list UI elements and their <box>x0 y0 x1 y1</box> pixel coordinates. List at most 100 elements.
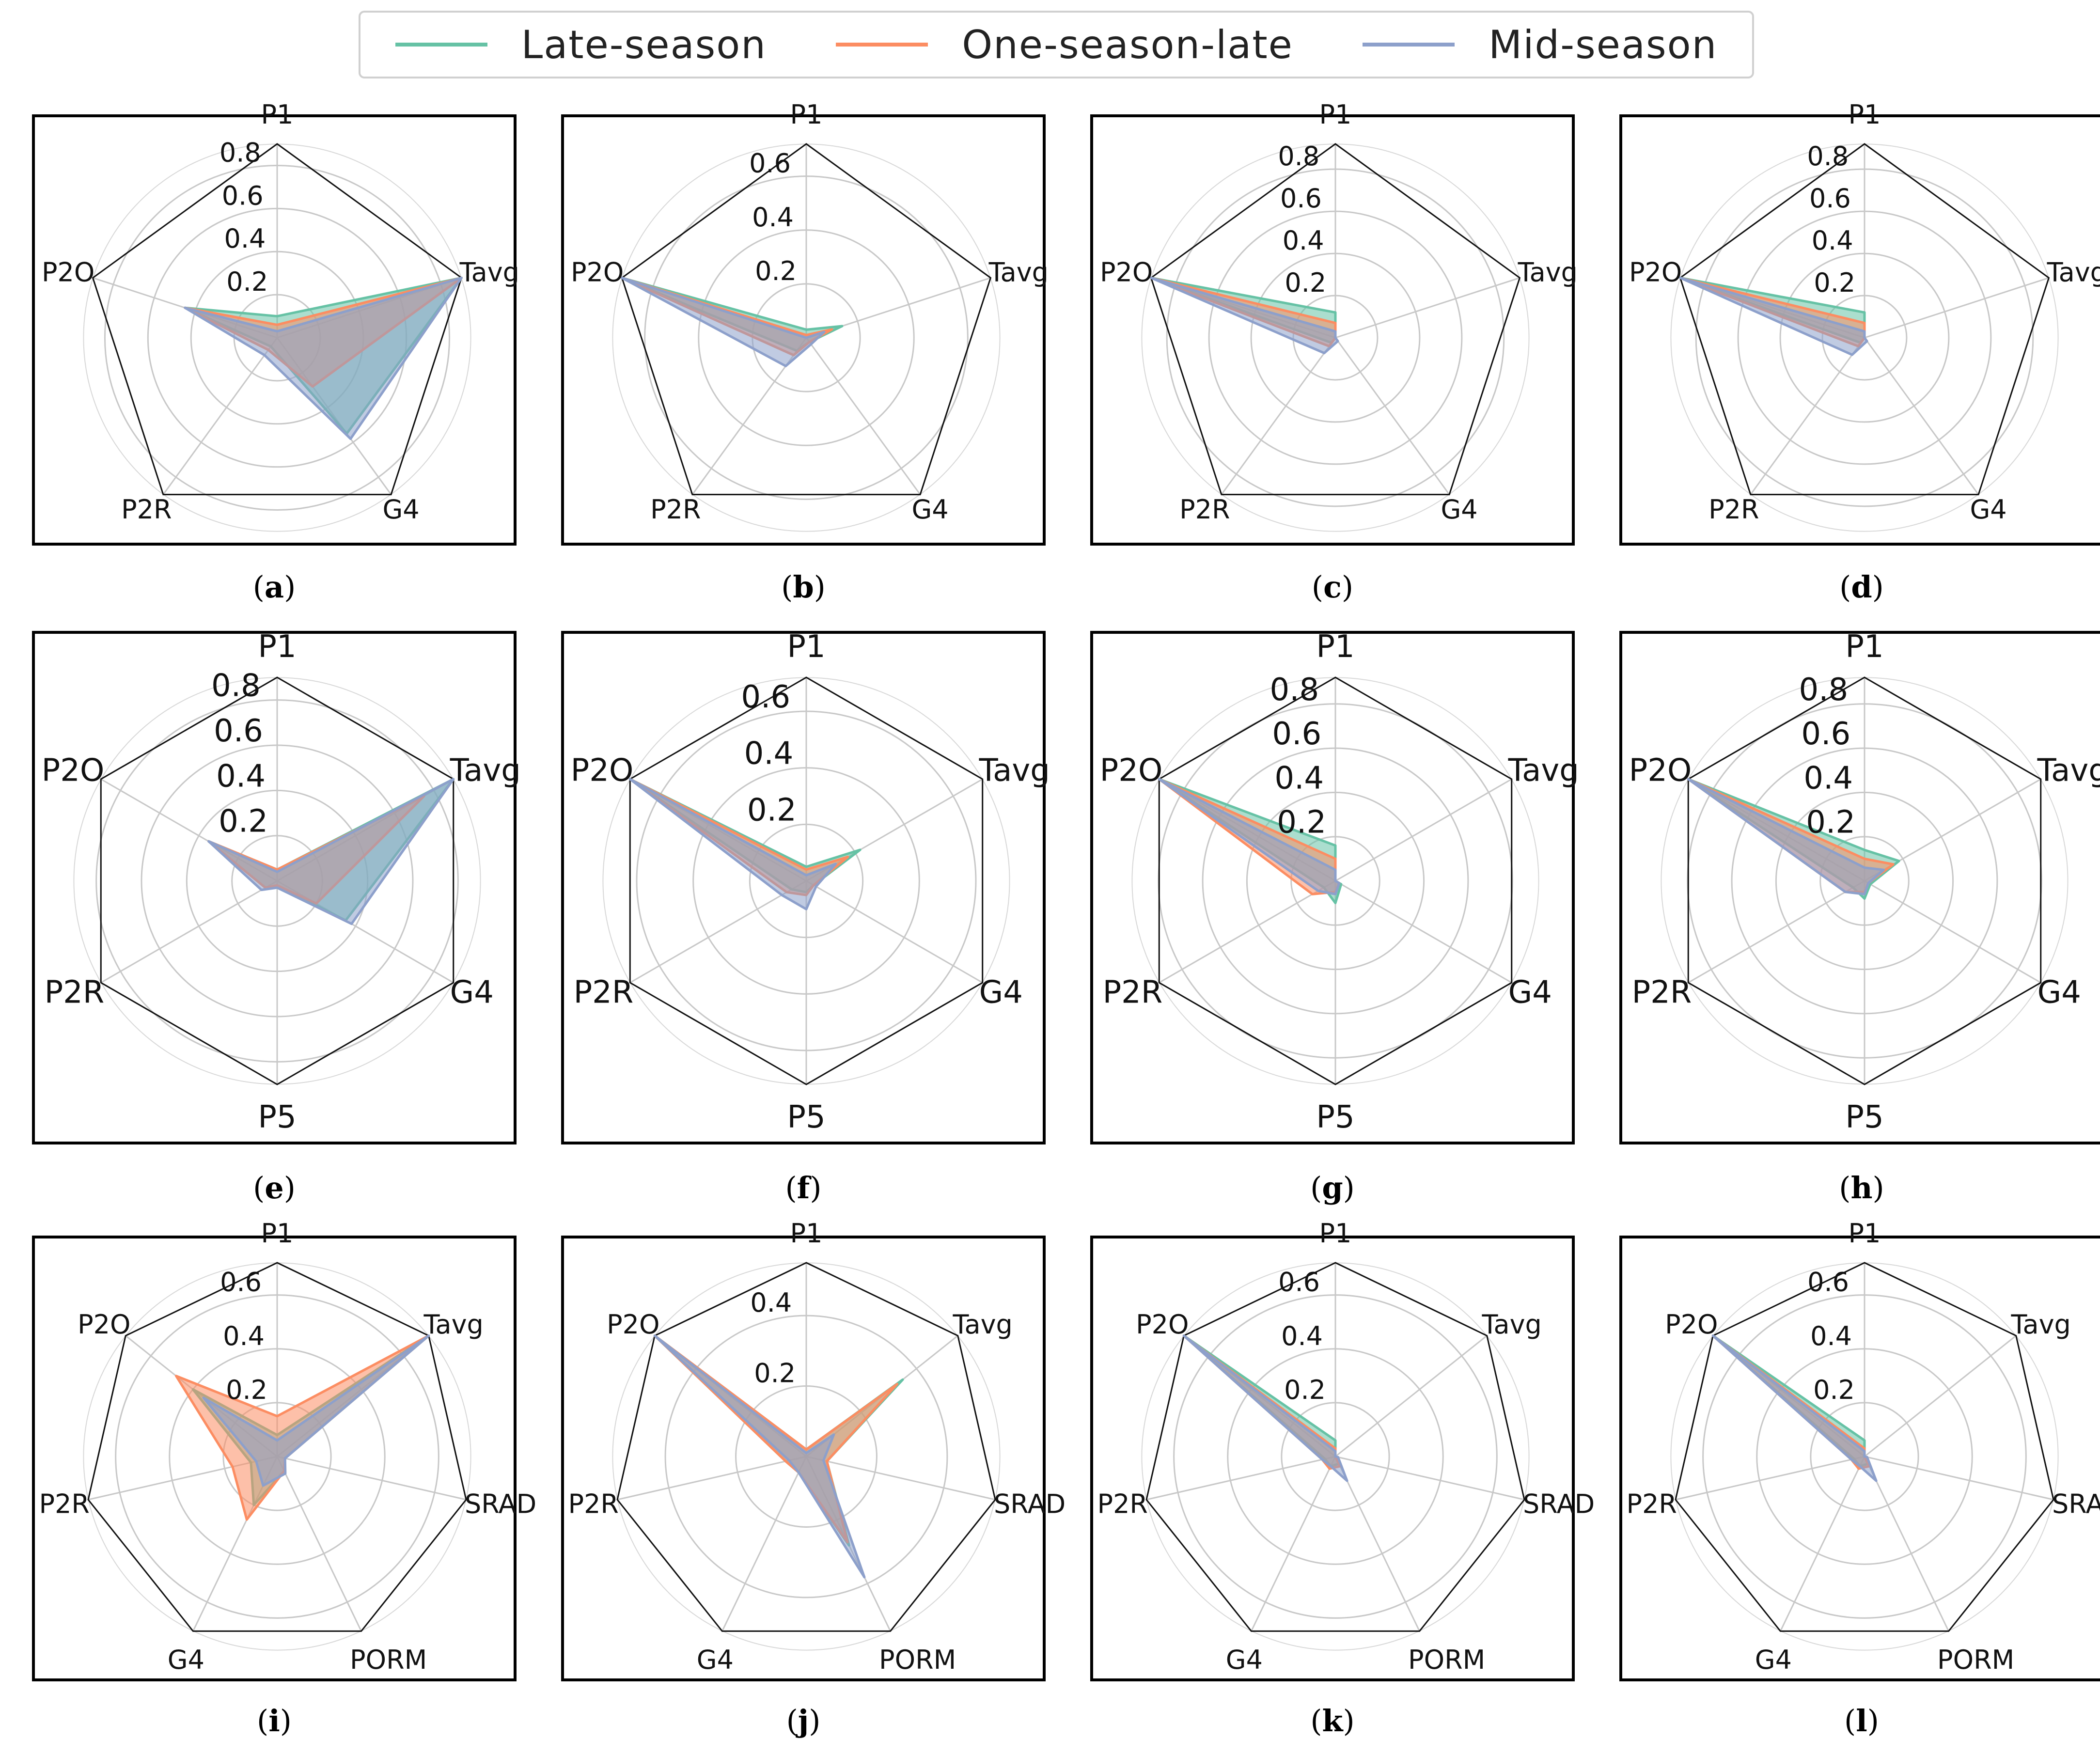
panel-caption-letter: b <box>793 569 814 605</box>
radar-panel-h: 0.2 0.4 0.6 0.8 P1 Tavg G4 P5 P2R P2O <box>1619 629 2100 1144</box>
axis-label-p2r: P2R <box>568 1489 619 1519</box>
radar-frame <box>621 143 992 496</box>
radial-tick-label: 0.8 <box>1807 141 1849 172</box>
radial-tick-label: 0.6 <box>1807 1267 1849 1298</box>
axis-label-g4: G4 <box>1226 1645 1263 1675</box>
radial-tick-label: 0.4 <box>224 223 266 254</box>
radial-tick-label: 0.2 <box>226 1375 267 1405</box>
axis-label-p1: P1 <box>1849 99 1881 130</box>
panel-caption-h: (h) <box>1839 1170 1884 1206</box>
axis-label-p1: P1 <box>790 1218 823 1249</box>
radar-svg-h: 0.2 0.4 0.6 0.8 P1 Tavg G4 P5 P2R P2O <box>1629 629 2100 1135</box>
axis-label-p2r: P2R <box>1103 974 1163 1010</box>
radial-tick-label: 0.4 <box>223 1321 265 1351</box>
radial-tick-label: 0.4 <box>744 736 794 772</box>
spoke-line <box>1334 1456 1420 1632</box>
panel-caption-letter: l <box>1856 1703 1867 1739</box>
radial-tick-label: 0.2 <box>755 256 797 286</box>
axis-label-porm: PORM <box>1408 1645 1485 1675</box>
series-area-mid-season <box>653 1334 866 1579</box>
series-area-mid-season <box>207 778 455 925</box>
radar-panel-i: 0.2 0.4 0.6 P1 Tavg SRAD PORM G4 P2R P2O <box>32 1218 536 1681</box>
spoke-line <box>1780 1456 1865 1632</box>
legend-label-late-season: Late-season <box>521 22 767 67</box>
radial-tick-label: 0.2 <box>1814 267 1855 298</box>
radar-svg-c: 0.2 0.4 0.6 0.8P1 Tavg G4 P2R P2O <box>1100 99 1578 532</box>
chart-legend: Late-season One-season-late Mid-season <box>359 11 1754 78</box>
panel-caption-i: (i) <box>257 1703 292 1739</box>
axis-label-p1: P1 <box>1319 99 1352 130</box>
panel-caption-letter: a <box>264 569 284 605</box>
axis-label-p5: P5 <box>1316 1099 1354 1135</box>
axis-label-p2o: P2O <box>571 752 634 788</box>
panel-caption-letter: c <box>1323 569 1342 605</box>
axis-label-p2r: P2R <box>650 494 701 525</box>
legend-item-mid-season: Mid-season <box>1363 22 1717 67</box>
radial-tick-label: 0.6 <box>1809 183 1851 214</box>
axis-label-p2r: P2R <box>45 974 105 1010</box>
radial-tick-label: 0.2 <box>1285 267 1326 298</box>
radial-tick-label: 0.6 <box>1278 1267 1320 1298</box>
radar-panel-k: 0.2 0.4 0.6 P1 Tavg SRAD PORM G4 P2R P2O <box>1090 1218 1595 1681</box>
radial-tick-label: 0.6 <box>1280 183 1322 214</box>
radar-svg-f: 0.2 0.4 0.6 P1 Tavg G4 P5 P2R P2O <box>571 629 1050 1135</box>
radial-tick-label: 0.6 <box>222 180 264 211</box>
axis-label-p2r: P2R <box>39 1489 90 1519</box>
radial-tick-label: 0.4 <box>1810 1321 1852 1351</box>
panel-caption-letter: j <box>798 1703 809 1739</box>
spoke-line <box>276 1456 362 1632</box>
spoke-line <box>806 1456 996 1501</box>
radar-panel-b: 0.2 0.4 0.6 P1 Tavg G4 P2R P2O <box>561 99 1049 546</box>
series-area-mid-season <box>1158 778 1341 895</box>
spoke-line <box>805 337 921 495</box>
panel-caption-j: (j) <box>786 1703 821 1739</box>
spoke-line <box>1334 337 1450 495</box>
axis-label-p2o: P2O <box>42 752 105 788</box>
axis-label-p5: P5 <box>258 1099 296 1135</box>
radial-tick-label: 0.2 <box>226 266 268 297</box>
series-area-mid-season <box>1150 276 1339 355</box>
radial-tick-label: 0.4 <box>1281 1321 1323 1351</box>
radar-frame <box>1675 1262 2054 1632</box>
series-area-mid-season <box>621 276 826 367</box>
legend-label-mid-season: Mid-season <box>1489 22 1718 67</box>
radial-tick-label: 0.4 <box>1274 760 1324 796</box>
spoke-line <box>100 880 278 984</box>
axis-label-tavg: Tavg <box>423 1309 483 1340</box>
panel-caption-letter: e <box>265 1170 284 1206</box>
radar-svg-e: 0.2 0.4 0.6 0.8P1 Tavg G4 P5 P2R P2O <box>42 629 521 1135</box>
spoke-line <box>1750 337 1865 495</box>
series-area-mid-season <box>628 778 837 910</box>
panel-caption-l: (l) <box>1844 1703 1879 1739</box>
axis-label-tavg: Tavg <box>2047 257 2100 288</box>
series-area-mid-season <box>1711 1334 1878 1482</box>
series-area-mid-season <box>184 276 463 440</box>
axis-label-tavg: Tavg <box>2010 1309 2070 1340</box>
radar-svg-d: 0.2 0.4 0.6 0.8P1 Tavg G4 P2R P2O <box>1629 99 2100 532</box>
legend-item-one-season-late: One-season-late <box>836 22 1293 67</box>
spoke-line <box>1864 880 2041 984</box>
panel-caption-k: (k) <box>1310 1703 1355 1739</box>
axis-label-p2o: P2O <box>1100 752 1163 788</box>
radar-frame <box>1145 1262 1525 1632</box>
spoke-line <box>1864 1335 2017 1457</box>
axis-label-p2r: P2R <box>574 974 634 1010</box>
axis-label-p2r: P2R <box>1097 1489 1148 1519</box>
axis-label-p5: P5 <box>1845 1099 1883 1135</box>
radial-tick-label: 0.8 <box>1278 141 1319 172</box>
panel-caption-letter: d <box>1851 569 1872 605</box>
axis-label-g4: G4 <box>450 974 494 1010</box>
axis-label-porm: PORM <box>350 1645 427 1675</box>
series-area-mid-season <box>1182 1334 1348 1482</box>
radar-panel-g: 0.2 0.4 0.6 0.8 P1 Tavg G4 P5 P2R P2O <box>1090 629 1579 1144</box>
legend-swatch-late-season <box>395 43 487 47</box>
radial-tick-label: 0.8 <box>211 668 261 704</box>
axis-label-p5: P5 <box>787 1099 825 1135</box>
spoke-line <box>629 880 807 984</box>
panel-caption-d: (d) <box>1839 569 1884 605</box>
spoke-line <box>1335 778 1512 882</box>
spoke-line <box>1864 337 1979 495</box>
axis-label-srad: SRAD <box>994 1489 1066 1519</box>
axis-label-p1: P1 <box>787 629 825 665</box>
radar-svg-a: 0.2 0.4 0.6 0.8P1 Tavg G4 P2R P2O <box>42 99 519 532</box>
